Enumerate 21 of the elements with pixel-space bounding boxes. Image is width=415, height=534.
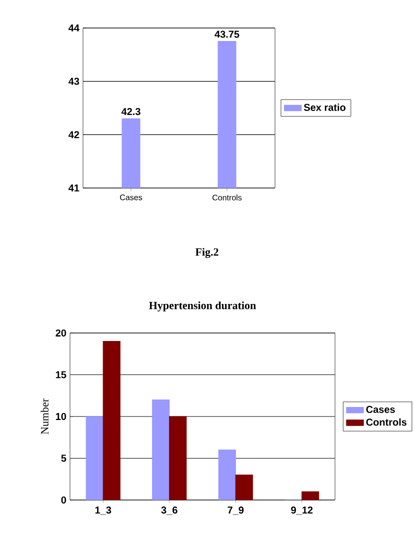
data-label: 42.3 — [121, 108, 140, 116]
y-tick-label: 15 — [56, 371, 66, 378]
y-tick-label: 44 — [68, 24, 80, 32]
x-tick-label: 1_3 — [95, 506, 112, 515]
y-tick-label: 20 — [56, 329, 66, 337]
x-tick-label: 9_12 — [291, 506, 313, 515]
y-tick-label: 5 — [61, 454, 66, 462]
caption: Fig.2 — [195, 248, 218, 258]
x-tick-label: 7_9 — [228, 506, 244, 515]
y-tick-label: 41 — [68, 184, 80, 192]
y-tick-label: 0 — [61, 496, 66, 504]
y-tick-label: 10 — [56, 412, 66, 420]
y-tick-label: 42 — [68, 131, 80, 138]
legend-label: Cases — [366, 406, 395, 413]
chart-title: Hypertension duration — [149, 301, 256, 312]
y-axis-title: Number — [40, 398, 48, 434]
x-tick-label: 3_6 — [161, 506, 178, 515]
legend-label: Controls — [366, 418, 407, 426]
legend-label: Sex ratio — [304, 104, 346, 111]
y-tick-label: 43 — [68, 78, 80, 85]
data-label: 43.75 — [214, 30, 240, 38]
